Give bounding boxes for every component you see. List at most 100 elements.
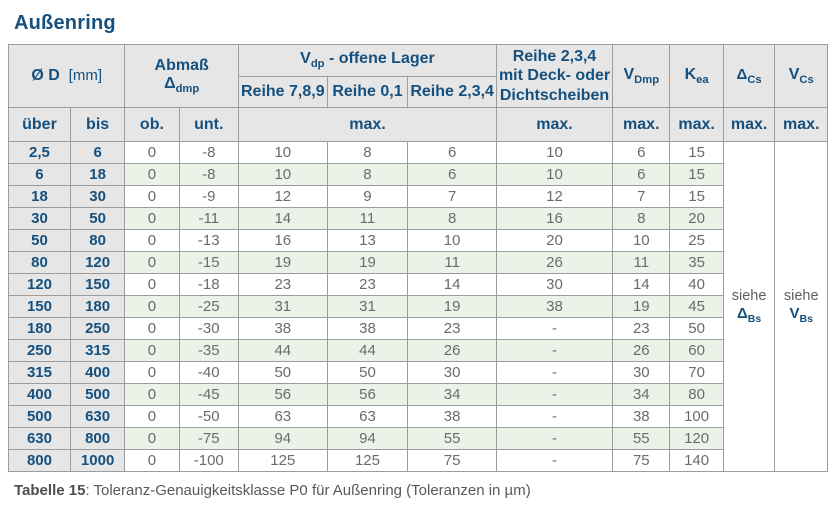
table-cell: 11	[407, 251, 497, 274]
table-cell: 6	[612, 141, 671, 164]
table-cell: -8	[178, 141, 239, 164]
table-cell: 2,5	[8, 141, 71, 164]
table-cell: 180	[8, 317, 71, 340]
table-cell: 0	[124, 141, 180, 164]
header-vcs: VCs	[774, 44, 828, 108]
header-bis: bis	[69, 107, 126, 142]
table-cell: 23	[237, 273, 328, 296]
table-cell: -	[495, 427, 614, 450]
header-unt: unt.	[178, 107, 239, 142]
header-max-kea: max.	[669, 107, 724, 142]
see-reference-cell: siehe ΔBs	[722, 141, 776, 472]
table-cell: 50	[669, 317, 724, 340]
table-row: 6 18 0 -8 10 8 6 10 6 15	[8, 163, 828, 186]
table-cell: 31	[326, 295, 409, 318]
table-cell: 800	[69, 427, 126, 450]
table-cell: -40	[178, 361, 239, 384]
table-cell: 250	[8, 339, 71, 362]
table-cell: 35	[669, 251, 724, 274]
table-cell: 38	[495, 295, 614, 318]
table-cell: -18	[178, 273, 239, 296]
table-cell: -50	[178, 405, 239, 428]
table-cell: 120	[69, 251, 126, 274]
table-cell: 6	[407, 163, 497, 186]
table-cell: -11	[178, 207, 239, 230]
table-cell: 38	[612, 405, 671, 428]
table-cell: 150	[69, 273, 126, 296]
caption-text: : Toleranz-Genauigkeitsklasse P0 für Auß…	[85, 482, 531, 499]
table-row: 2,5 6 0 -8 10 8 6 10 6 15 siehe ΔBs siehe VBs	[8, 141, 828, 472]
table-cell: 50	[69, 207, 126, 230]
table-cell: -15	[178, 251, 239, 274]
table-header: Ø D [mm] Abmaß Δdmp Vdp - offene Lager R…	[7, 44, 828, 142]
table-cell: -	[495, 449, 614, 472]
header-ueber: über	[8, 107, 71, 142]
table-cell: 0	[124, 339, 180, 362]
table-cell: 56	[326, 383, 409, 406]
table-cell: 18	[8, 185, 71, 208]
table-row: 180 250 0 -30 38 38 23-23 50	[8, 317, 828, 340]
table-cell: 0	[124, 427, 180, 450]
table-cell: 10	[237, 163, 328, 186]
header-vdp-group: Vdp - offene Lager	[237, 44, 497, 77]
table-cell: 12	[237, 185, 328, 208]
table-cell: 75	[407, 449, 497, 472]
table-cell: 1000	[69, 449, 126, 472]
table-cell: 94	[326, 427, 409, 450]
table-cell: 19	[612, 295, 671, 318]
table-cell: -13	[178, 229, 239, 252]
table-cell: 140	[669, 449, 724, 472]
header-sealed: Reihe 2,3,4 mit Deck- oder Dichtscheiben	[495, 44, 614, 108]
header-diameter: Ø D [mm]	[7, 44, 126, 108]
table-cell: 19	[326, 251, 409, 274]
table-row: 250 315 0 -35 44 44 26-26 60	[8, 339, 828, 362]
table-cell: 16	[237, 229, 328, 252]
table-cell: 0	[124, 273, 180, 296]
table-cell: 6	[69, 141, 126, 164]
table-cell: 31	[237, 295, 328, 318]
table-cell: 0	[124, 295, 180, 318]
table-cell: 315	[8, 361, 71, 384]
table-cell: 30	[612, 361, 671, 384]
table-cell: 44	[326, 339, 409, 362]
table-cell: 7	[612, 185, 671, 208]
table-row: 120 150 0 -18 23 23 14 30 14 40	[8, 273, 828, 296]
table-cell: 400	[8, 383, 71, 406]
table-cell: 30	[407, 361, 497, 384]
table-cell: 94	[237, 427, 328, 450]
table-cell: 20	[669, 207, 724, 230]
table-row: 400 500 0 -45 56 56 34-34 80	[8, 383, 828, 406]
table-cell: 26	[407, 339, 497, 362]
header-max-vdp: max.	[237, 107, 497, 142]
table-cell: 63	[326, 405, 409, 428]
table-cell: 26	[612, 339, 671, 362]
table-cell: 6	[612, 163, 671, 186]
table-cell: 315	[69, 339, 126, 362]
table-cell: 26	[495, 251, 614, 274]
table-cell: 14	[237, 207, 328, 230]
table-cell: 38	[237, 317, 328, 340]
table-cell: 800	[8, 449, 71, 472]
table-cell: 23	[612, 317, 671, 340]
table-cell: 11	[612, 251, 671, 274]
abmass-symbol: Δdmp	[164, 74, 200, 95]
table-cell: -35	[178, 339, 239, 362]
abmass-label: Abmaß	[154, 56, 209, 74]
header-max-dcs: max.	[722, 107, 776, 142]
header-ob: ob.	[124, 107, 180, 142]
table-row: 50 80 0 -13 16 13 10 20 10 25	[8, 229, 828, 252]
table-row: 80 120 0 -15 19 19 11 26 11 35	[8, 251, 828, 274]
header-vdmp: VDmp	[612, 44, 671, 108]
table-cell: 23	[326, 273, 409, 296]
table-cell: 25	[669, 229, 724, 252]
table-cell: 125	[237, 449, 328, 472]
header-max-sealed: max.	[495, 107, 614, 142]
table-cell: 0	[124, 207, 180, 230]
table-cell: -100	[178, 449, 239, 472]
table-cell: 500	[69, 383, 126, 406]
table-row: 500 630 0 -50 63 63 38-38 100	[8, 405, 828, 428]
page-title: Außenring	[14, 12, 116, 34]
table-cell: 23	[407, 317, 497, 340]
table-cell: 50	[326, 361, 409, 384]
